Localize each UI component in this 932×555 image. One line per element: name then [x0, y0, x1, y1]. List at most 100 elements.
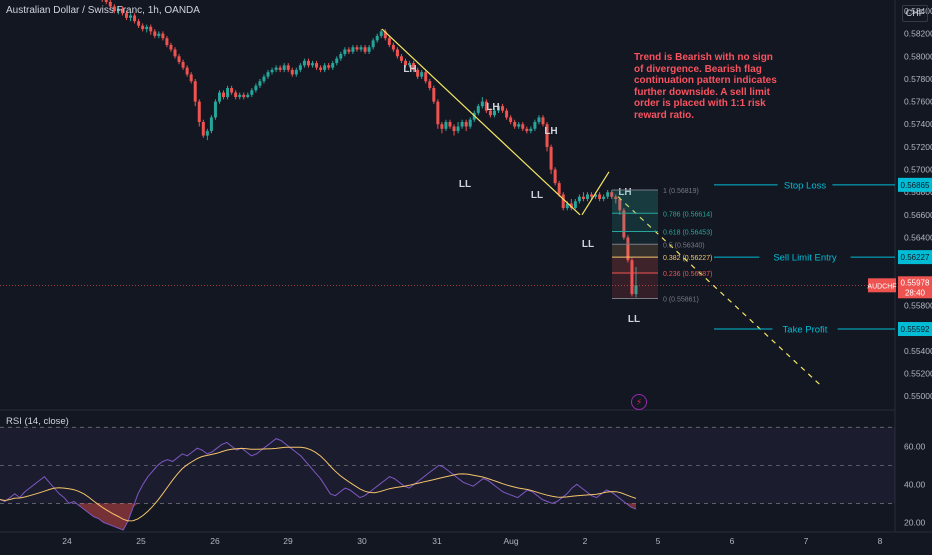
- symbol-title: Australian Dollar / Swiss Franc, 1h, OAN…: [6, 5, 200, 16]
- swing-label: LH: [486, 102, 499, 113]
- analysis-note: Trend is Bearish with no sign of diverge…: [634, 52, 777, 121]
- candle-body: [282, 65, 286, 70]
- candle-body: [404, 60, 408, 66]
- candle-body: [197, 101, 201, 122]
- candle-body: [246, 94, 250, 98]
- trade-level-price: 0.56227: [901, 253, 930, 262]
- candle-body: [610, 192, 614, 197]
- candle-body: [492, 110, 496, 116]
- candle-body: [456, 126, 460, 132]
- candle-body: [294, 69, 298, 75]
- fib-zone: [612, 213, 658, 232]
- price-tick-label: 0.58000: [904, 51, 932, 61]
- candle-body: [327, 65, 331, 68]
- candle-body: [213, 101, 217, 118]
- candle-body: [488, 110, 492, 116]
- last-price-badge: [898, 276, 932, 299]
- candle-body: [262, 76, 266, 82]
- candle-body: [302, 60, 306, 66]
- candle-body: [222, 92, 226, 98]
- candle-body: [602, 196, 606, 199]
- rsi-tick-label: 20.00: [904, 517, 926, 527]
- candle-body: [133, 15, 137, 22]
- time-tick-label: 25: [136, 536, 146, 546]
- time-tick-label: 6: [730, 536, 735, 546]
- rsi-oversold-fill: [78, 503, 636, 530]
- candle-body: [359, 47, 363, 50]
- price-tick-label: 0.57000: [904, 165, 932, 175]
- candle-body: [355, 47, 359, 50]
- candle-body: [569, 203, 573, 209]
- candle-body: [464, 121, 468, 127]
- price-tick-label: 0.57200: [904, 142, 932, 152]
- candle-body: [416, 69, 420, 77]
- trade-level-badge: [898, 177, 932, 192]
- candle-body: [141, 25, 145, 30]
- time-tick-label: 29: [283, 536, 293, 546]
- swing-label: LL: [628, 314, 640, 325]
- symbol-badge-label: AUDCHF: [867, 283, 896, 290]
- candle-body: [185, 67, 189, 75]
- fib-zone: [612, 190, 658, 214]
- swing-label: LL: [531, 190, 543, 201]
- candle-body: [120, 8, 124, 14]
- candle-body: [124, 13, 128, 18]
- candle-body: [274, 67, 278, 70]
- candle-body: [165, 38, 169, 45]
- price-tick-label: 0.55200: [904, 368, 932, 378]
- candle-body: [371, 40, 375, 48]
- candle-body: [440, 124, 444, 129]
- time-tick-label: Aug: [503, 536, 518, 546]
- candle-body: [399, 56, 403, 61]
- candle-body: [335, 58, 339, 64]
- fib-level-label: 0.382 (0.56227): [663, 255, 712, 262]
- time-tick-label: 31: [432, 536, 442, 546]
- rsi-title: RSI (14, close): [6, 416, 69, 427]
- candle-body: [565, 203, 569, 209]
- candle-body: [339, 54, 343, 59]
- lightning-icon[interactable]: ⚡: [631, 394, 647, 410]
- candle-body: [234, 92, 238, 98]
- candle-body: [201, 121, 205, 136]
- candle-body: [420, 72, 424, 77]
- candle-body: [298, 65, 302, 70]
- candle-body: [379, 31, 383, 36]
- price-tick-label: 0.57800: [904, 74, 932, 84]
- candle-body: [444, 121, 448, 129]
- time-tick-label: 8: [878, 536, 883, 546]
- candle-body: [238, 94, 242, 98]
- currency-badge[interactable]: CHF: [902, 5, 928, 22]
- trade-level-badge: [898, 322, 932, 337]
- candle-body: [367, 47, 371, 52]
- candle-body: [189, 74, 193, 82]
- swing-label: LH: [618, 187, 631, 198]
- candle-body: [460, 121, 464, 127]
- trade-level-bg: [759, 250, 851, 265]
- candle-body: [177, 56, 181, 62]
- fib-level-label: 0.5 (0.56340): [663, 242, 705, 249]
- price-tick-label: 0.58400: [904, 6, 932, 16]
- fib-zone: [612, 272, 658, 299]
- candle-body: [161, 33, 165, 39]
- candle-body: [137, 21, 141, 26]
- flag-line: [581, 171, 610, 216]
- candle-body: [525, 128, 529, 132]
- candle-body: [383, 31, 387, 39]
- candle-body: [501, 106, 505, 111]
- candle-body: [521, 124, 525, 129]
- candle-body: [428, 81, 432, 89]
- rsi-tick-label: 60.00: [904, 441, 926, 451]
- candle-body: [145, 26, 149, 30]
- time-tick-label: 24: [62, 536, 72, 546]
- candle-body: [116, 8, 120, 11]
- swing-label: LH: [544, 126, 557, 137]
- time-tick-label: 2: [583, 536, 588, 546]
- candle-body: [448, 121, 452, 127]
- candle-body: [375, 35, 379, 41]
- candle-body: [278, 67, 282, 70]
- rsi-ma-line: [0, 446, 637, 522]
- candle-body: [452, 126, 456, 132]
- candle-body: [598, 194, 602, 199]
